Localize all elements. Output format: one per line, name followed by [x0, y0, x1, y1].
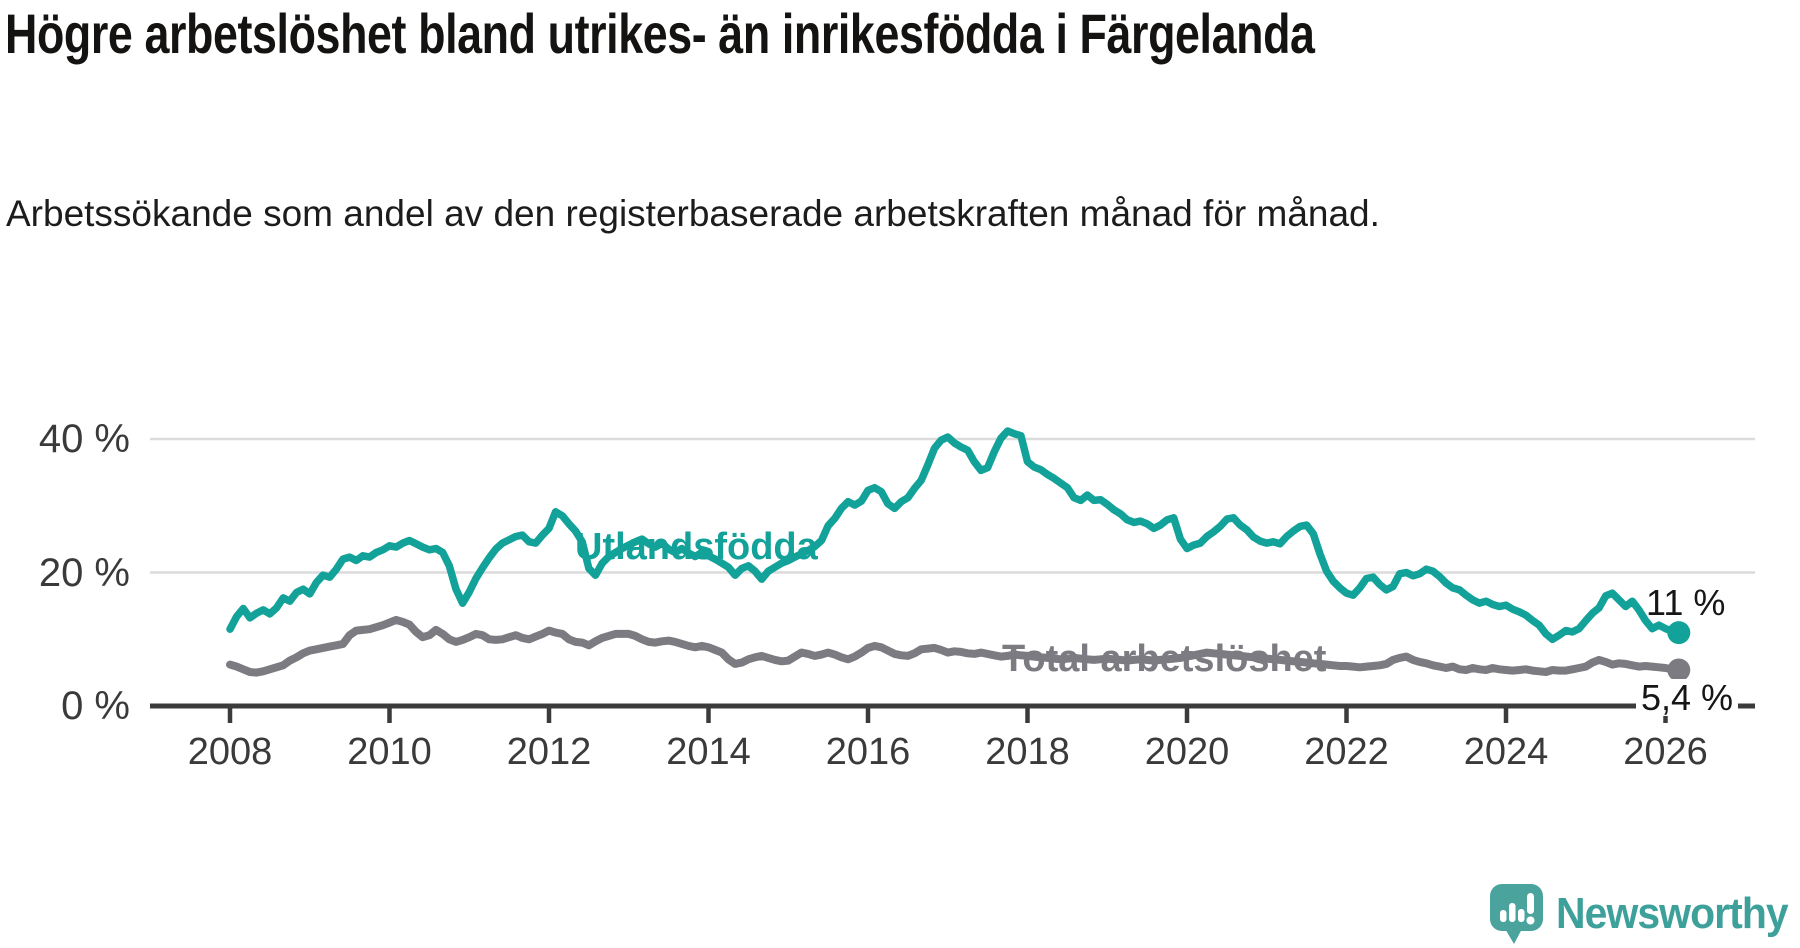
- end-value-label-utlandsfodda: 11 %: [1646, 582, 1726, 623]
- y-tick-label: 20 %: [38, 550, 130, 595]
- newsworthy-logo-text: Newsworthy: [1556, 889, 1789, 938]
- x-tick-label: 2026: [1623, 731, 1708, 773]
- page-title: Högre arbetslöshet bland utrikes- än inr…: [5, 2, 1315, 65]
- end-dot-utlandsfodda: [1667, 621, 1691, 645]
- x-tick-label: 2016: [825, 731, 911, 773]
- x-tick-label: 2010: [347, 731, 432, 773]
- newsworthy-logo: Newsworthy: [1489, 883, 1789, 948]
- x-tick-label: 2014: [666, 731, 751, 773]
- x-tick-label: 2012: [506, 731, 592, 773]
- series-line-total-arbetsloshet: [226, 615, 1683, 677]
- end-dot-total-arbetsloshet: [1667, 658, 1691, 682]
- x-tick-label: 2024: [1463, 731, 1549, 773]
- y-tick-label: 40 %: [38, 417, 130, 461]
- series-label-utlandsfodda: Utlandsfödda: [575, 526, 818, 568]
- x-tick-label: 2020: [1144, 731, 1230, 773]
- series-label-total-arbetsloshet: Total arbetslöshet: [1002, 638, 1327, 680]
- newsworthy-logo-icon: [1490, 884, 1543, 944]
- logo-bar-chart-icon: [1500, 903, 1525, 922]
- x-tick-label: 2022: [1304, 731, 1389, 773]
- logo-exclamation-icon: [1526, 893, 1535, 925]
- x-tick-label: 2008: [187, 731, 273, 773]
- speech-bubble-tail: [1504, 927, 1523, 944]
- series-line-utlandsfodda: [226, 427, 1683, 644]
- end-value-label-total-arbetsloshet: 5,4 %: [1636, 679, 1739, 716]
- x-tick-label: 2018: [985, 731, 1070, 773]
- y-tick-label: 0 %: [61, 684, 130, 728]
- chart-subtitle: Arbetssökande som andel av den registerb…: [6, 193, 1380, 234]
